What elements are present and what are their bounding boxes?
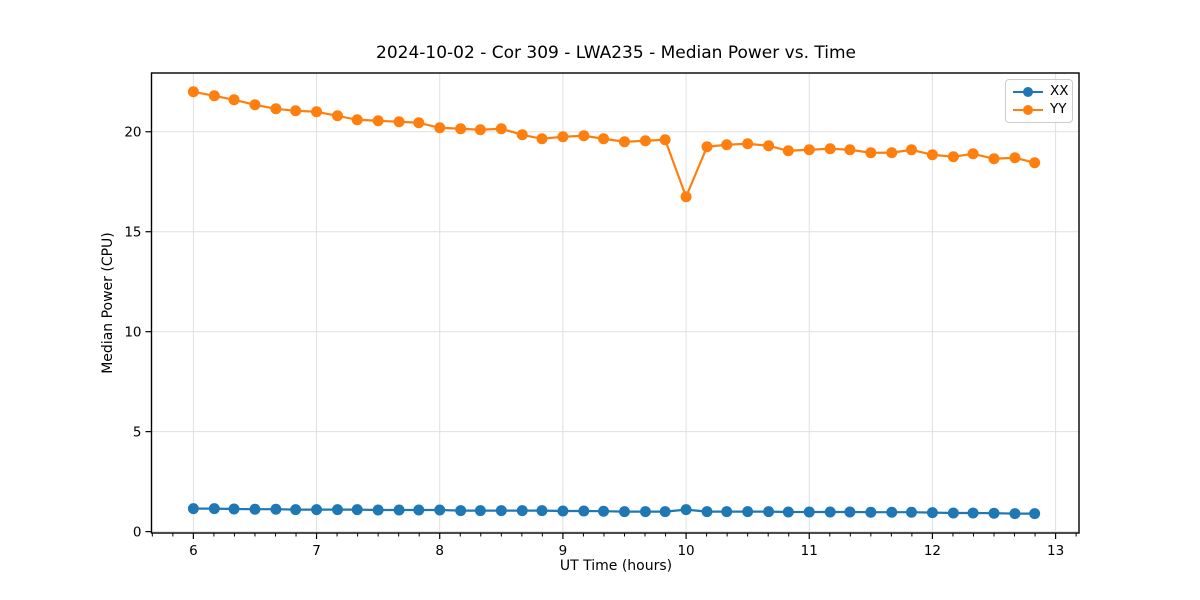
grid xyxy=(151,73,1079,533)
svg-text:6: 6 xyxy=(189,543,198,559)
svg-text:0: 0 xyxy=(133,524,142,540)
legend-label-xx: XX xyxy=(1050,83,1069,100)
legend-line-marker-icon xyxy=(1013,86,1043,98)
series-xx xyxy=(187,503,1041,520)
chart-title: 2024-10-02 - Cor 309 - LWA235 - Median P… xyxy=(376,43,856,63)
spines xyxy=(150,72,1080,534)
x-axis: 6 7 8 9 10 11 12 13 xyxy=(151,533,1077,559)
svg-text:9: 9 xyxy=(559,543,568,559)
svg-text:7: 7 xyxy=(312,543,321,559)
svg-text:20: 20 xyxy=(124,124,141,140)
svg-text:10: 10 xyxy=(124,324,141,340)
svg-text:12: 12 xyxy=(924,543,941,559)
x-axis-label: UT Time (hours) xyxy=(559,558,673,574)
svg-text:10: 10 xyxy=(677,543,694,559)
svg-text:13: 13 xyxy=(1047,543,1064,559)
svg-text:15: 15 xyxy=(124,224,141,240)
y-axis-label: Median Power (CPU) xyxy=(100,232,116,374)
legend-item-xx: XX xyxy=(1013,83,1069,101)
y-axis: 0 5 10 15 20 xyxy=(124,124,152,540)
svg-text:5: 5 xyxy=(133,424,142,440)
series-yy xyxy=(187,86,1041,203)
legend-item-yy: YY xyxy=(1013,101,1067,119)
legend-label-yy: YY xyxy=(1050,101,1067,118)
svg-text:11: 11 xyxy=(801,543,818,559)
legend-line-marker-icon xyxy=(1013,104,1043,116)
svg-text:8: 8 xyxy=(435,543,444,559)
legend: XX YY xyxy=(1005,79,1073,123)
